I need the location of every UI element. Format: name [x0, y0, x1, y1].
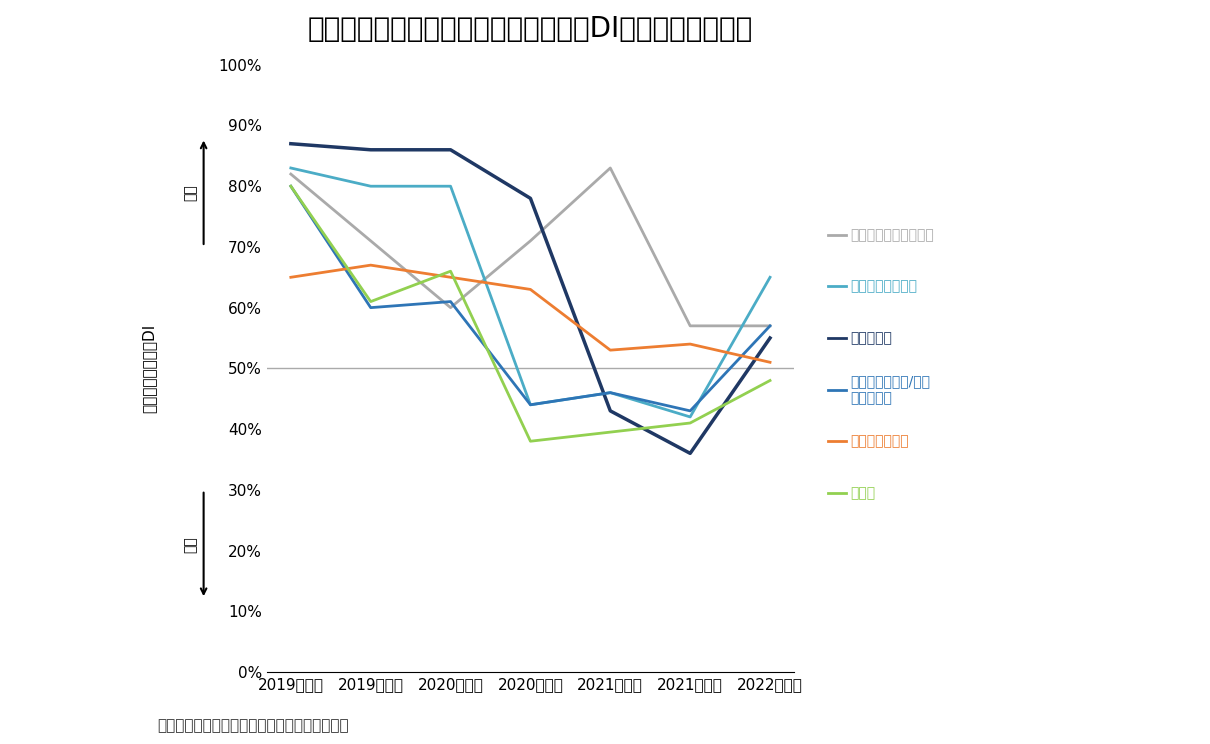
Text: その他サービス業: その他サービス業 [849, 280, 917, 293]
Text: （出所）三幸エステート・ニッセイ基礎研究所: （出所）三幸エステート・ニッセイ基礎研究所 [157, 718, 348, 733]
Text: 卸売業・小売業: 卸売業・小売業 [849, 434, 909, 448]
Title: 図表４：主要業種のオフィス拡張移転DIの推移（東京圏）: 図表４：主要業種のオフィス拡張移転DIの推移（東京圏） [307, 15, 753, 43]
Text: 製造業: 製造業 [849, 486, 875, 500]
Text: 学術研究・専門/技術
サービス業: 学術研究・専門/技術 サービス業 [849, 374, 930, 405]
Text: 縮小: 縮小 [184, 536, 197, 553]
Y-axis label: オフィス拡張移転DI: オフィス拡張移転DI [142, 324, 156, 413]
Text: 不動産業・物品賃貸業: 不動産業・物品賃貸業 [849, 228, 934, 242]
Text: 拡張: 拡張 [184, 184, 197, 201]
Text: 情報通信業: 情報通信業 [849, 331, 892, 345]
